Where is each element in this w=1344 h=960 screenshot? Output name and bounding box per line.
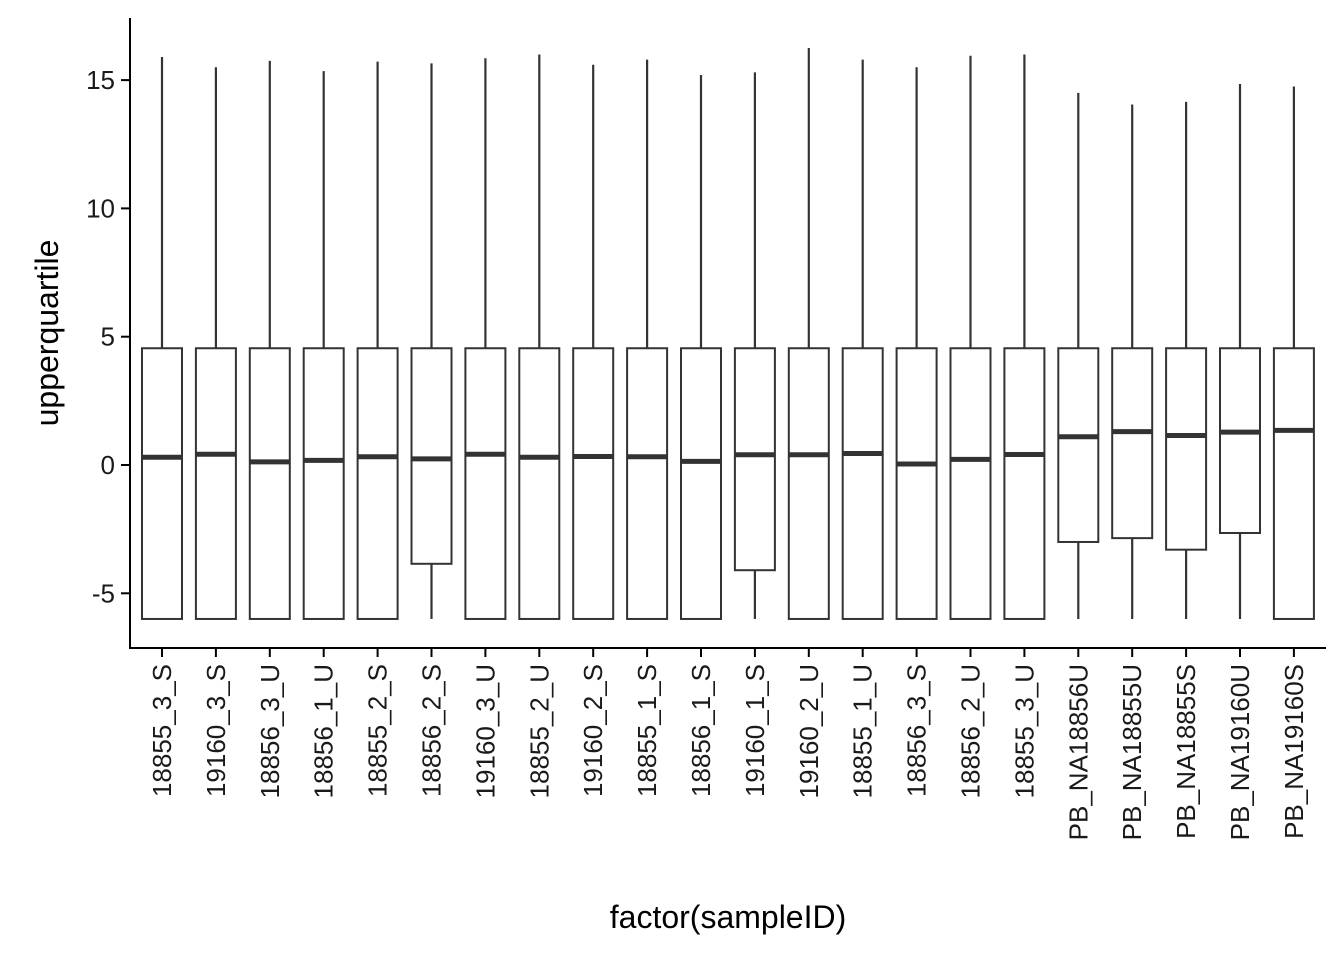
box-body xyxy=(194,347,237,620)
box-body xyxy=(248,347,291,620)
box-18856_3_U xyxy=(248,60,291,620)
x-tick-label: 19160_2_U xyxy=(794,664,824,798)
box-18856_2_U xyxy=(949,55,992,620)
box-body xyxy=(626,347,669,620)
box-19160_2_U xyxy=(787,48,830,620)
box-18856_3_S xyxy=(895,67,938,620)
box-body xyxy=(356,347,399,620)
box-18855_2_U xyxy=(518,54,561,620)
x-tick-label: 18856_1_U xyxy=(309,664,339,798)
x-tick-label: 19160_3_U xyxy=(470,664,500,798)
x-tick-label: 19160_3_S xyxy=(201,664,231,797)
y-axis-ticks: -5 0 5 10 15 xyxy=(86,65,130,608)
box-18855_3_S xyxy=(141,57,183,620)
x-tick-label: 18856_2_S xyxy=(417,664,447,797)
box-19160_3_S xyxy=(194,67,237,620)
box-body xyxy=(464,347,507,620)
box-PB_NA18855S xyxy=(1165,101,1208,619)
x-tick-label: 18855_2_S xyxy=(363,664,393,797)
x-tick-label: PB_NA19160S xyxy=(1279,664,1309,839)
box-18855_2_S xyxy=(356,61,399,620)
box-body xyxy=(841,347,884,620)
y-axis-title: upperquartile xyxy=(29,240,65,427)
box-body xyxy=(895,347,938,620)
x-tick-label: 18856_1_S xyxy=(686,664,716,797)
x-tick-label: PB_NA19160U xyxy=(1225,664,1255,840)
x-tick-label: PB_NA18856U xyxy=(1063,664,1093,840)
box-body xyxy=(302,347,345,620)
box-body xyxy=(733,347,776,572)
box-19160_1_S xyxy=(733,72,776,619)
x-tick-label: 18855_1_U xyxy=(848,664,878,798)
x-axis-ticks: 18855_3_S 19160_3_S 18856_3_U 18856_1_U 1885… xyxy=(147,648,1309,840)
box-body xyxy=(1003,347,1046,620)
y-tick-label: 5 xyxy=(101,322,115,352)
x-tick-label: 19160_1_S xyxy=(740,664,770,797)
y-tick-label: -5 xyxy=(92,578,115,608)
box-18855_1_S xyxy=(626,59,669,620)
box-PB_NA18855U xyxy=(1111,104,1154,619)
box-body xyxy=(410,347,453,565)
box-body xyxy=(1219,347,1261,534)
box-body xyxy=(1272,347,1315,620)
x-tick-label: 18855_3_U xyxy=(1009,664,1039,798)
box-19160_3_U xyxy=(464,58,507,620)
box-body xyxy=(572,347,615,620)
y-tick-label: 10 xyxy=(86,193,115,223)
box-body xyxy=(1165,347,1208,551)
x-tick-label: 18856_3_S xyxy=(902,664,932,797)
box-18856_1_U xyxy=(302,71,345,620)
box-body xyxy=(141,347,183,620)
x-tick-label: 18855_3_S xyxy=(147,664,177,797)
box-19160_2_S xyxy=(572,64,615,620)
box-PB_NA19160U xyxy=(1219,83,1261,619)
x-tick-label: PB_NA18855S xyxy=(1171,664,1201,839)
box-body xyxy=(1111,347,1154,540)
x-tick-label: 18856_2_U xyxy=(956,664,986,798)
y-tick-label: 0 xyxy=(101,450,115,480)
x-tick-label: PB_NA18855U xyxy=(1117,664,1147,840)
box-body xyxy=(680,347,722,620)
plot-area xyxy=(141,48,1315,620)
box-body xyxy=(1057,347,1100,543)
box-body xyxy=(787,347,830,620)
box-18856_1_S xyxy=(680,74,722,620)
box-18855_3_U xyxy=(1003,54,1046,620)
box-body xyxy=(518,347,561,620)
box-18856_2_S xyxy=(410,63,453,619)
x-tick-label: 18856_3_U xyxy=(255,664,285,798)
y-tick-label: 15 xyxy=(86,65,115,95)
x-axis-title: factor(sampleID) xyxy=(610,899,847,935)
box-18855_1_U xyxy=(841,59,884,620)
x-tick-label: 18855_2_U xyxy=(524,664,554,798)
x-tick-label: 19160_2_S xyxy=(578,664,608,797)
box-PB_NA19160S xyxy=(1272,86,1315,620)
box-PB_NA18856U xyxy=(1057,92,1100,619)
box-body xyxy=(949,347,992,620)
x-tick-label: 18855_1_S xyxy=(632,664,662,797)
